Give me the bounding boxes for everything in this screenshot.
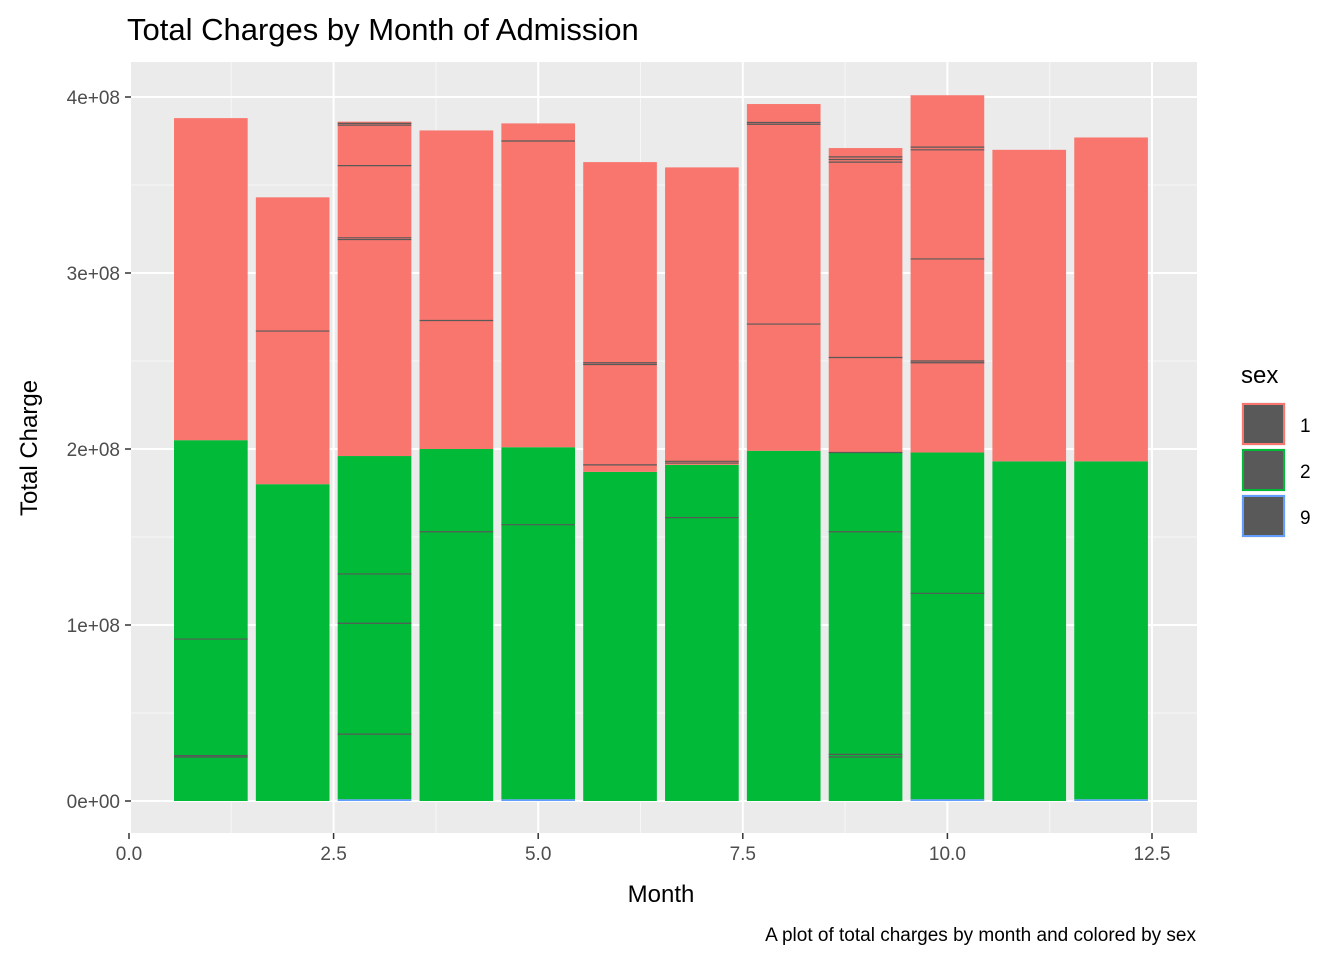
legend-key-swatch [1242,403,1285,445]
bar-sex-2-month-9 [828,452,903,801]
legend: sex 1 2 9 [1241,362,1311,538]
y-tick-label: 3e+08 [67,264,120,285]
y-tick-label: 1e+08 [67,616,120,637]
bar-sex-1-month-12 [1074,137,1148,462]
bar-sex-2-month-6 [583,471,657,801]
bar-sex-9-month-5 [501,799,576,801]
bar-sex-1-month-7 [665,167,739,465]
bars [174,95,1148,801]
bar-sex-1-month-8 [746,104,821,451]
bar-sex-1-month-4 [419,130,494,449]
legend-label: 2 [1300,462,1311,483]
legend-key-swatch [1242,495,1285,537]
bar-sex-9-month-3 [337,799,412,801]
bar-sex-1-month-6 [583,162,657,472]
x-tick-label: 12.5 [1134,844,1171,865]
caption: A plot of total charges by month and col… [765,925,1196,946]
bar-sex-1-month-1 [174,118,248,441]
bar-sex-2-month-10 [910,452,985,800]
x-axis-title: Month [628,881,695,908]
x-tick-label: 2.5 [320,844,346,865]
bar-sex-1-month-10 [910,95,985,453]
y-tick-label: 4e+08 [67,88,120,109]
bar-sex-1-month-2 [255,197,330,485]
bar-sex-1-month-9 [828,148,903,453]
legend-title: sex [1241,362,1278,389]
bar-sex-2-month-2 [255,484,330,801]
bar-sex-2-month-4 [419,449,494,801]
bar-sex-9-month-10 [910,799,985,801]
bar-sex-2-month-1 [174,440,248,801]
x-tick-label: 7.5 [730,844,756,865]
legend-key-swatch [1242,449,1285,491]
bar-sex-2-month-3 [337,456,412,800]
bar-sex-1-month-5 [501,123,576,448]
y-tick-label: 0e+00 [67,792,120,813]
bar-sex-2-month-12 [1074,461,1148,800]
bar-sex-2-month-11 [992,461,1067,801]
chart-title: Total Charges by Month of Admission [127,12,639,47]
bar-sex-2-month-5 [501,447,576,800]
x-tick-label: 0.0 [116,844,142,865]
x-tick-label: 10.0 [929,844,966,865]
bar-sex-9-month-12 [1074,799,1148,801]
x-tick-label: 5.0 [525,844,551,865]
y-tick-label: 2e+08 [67,440,120,461]
legend-label: 9 [1300,508,1311,529]
bar-sex-2-month-7 [665,464,739,801]
legend-label: 1 [1300,416,1311,437]
bar-sex-2-month-8 [746,450,821,801]
y-axis-title: Total Charge [16,380,43,516]
bar-sex-1-month-11 [992,149,1067,462]
axes: 0.0 2.5 5.0 7.5 10.0 12.5 0e+00 1e+08 2e+08 3e+08… [67,88,1171,865]
bar-sex-1-month-3 [337,121,412,457]
